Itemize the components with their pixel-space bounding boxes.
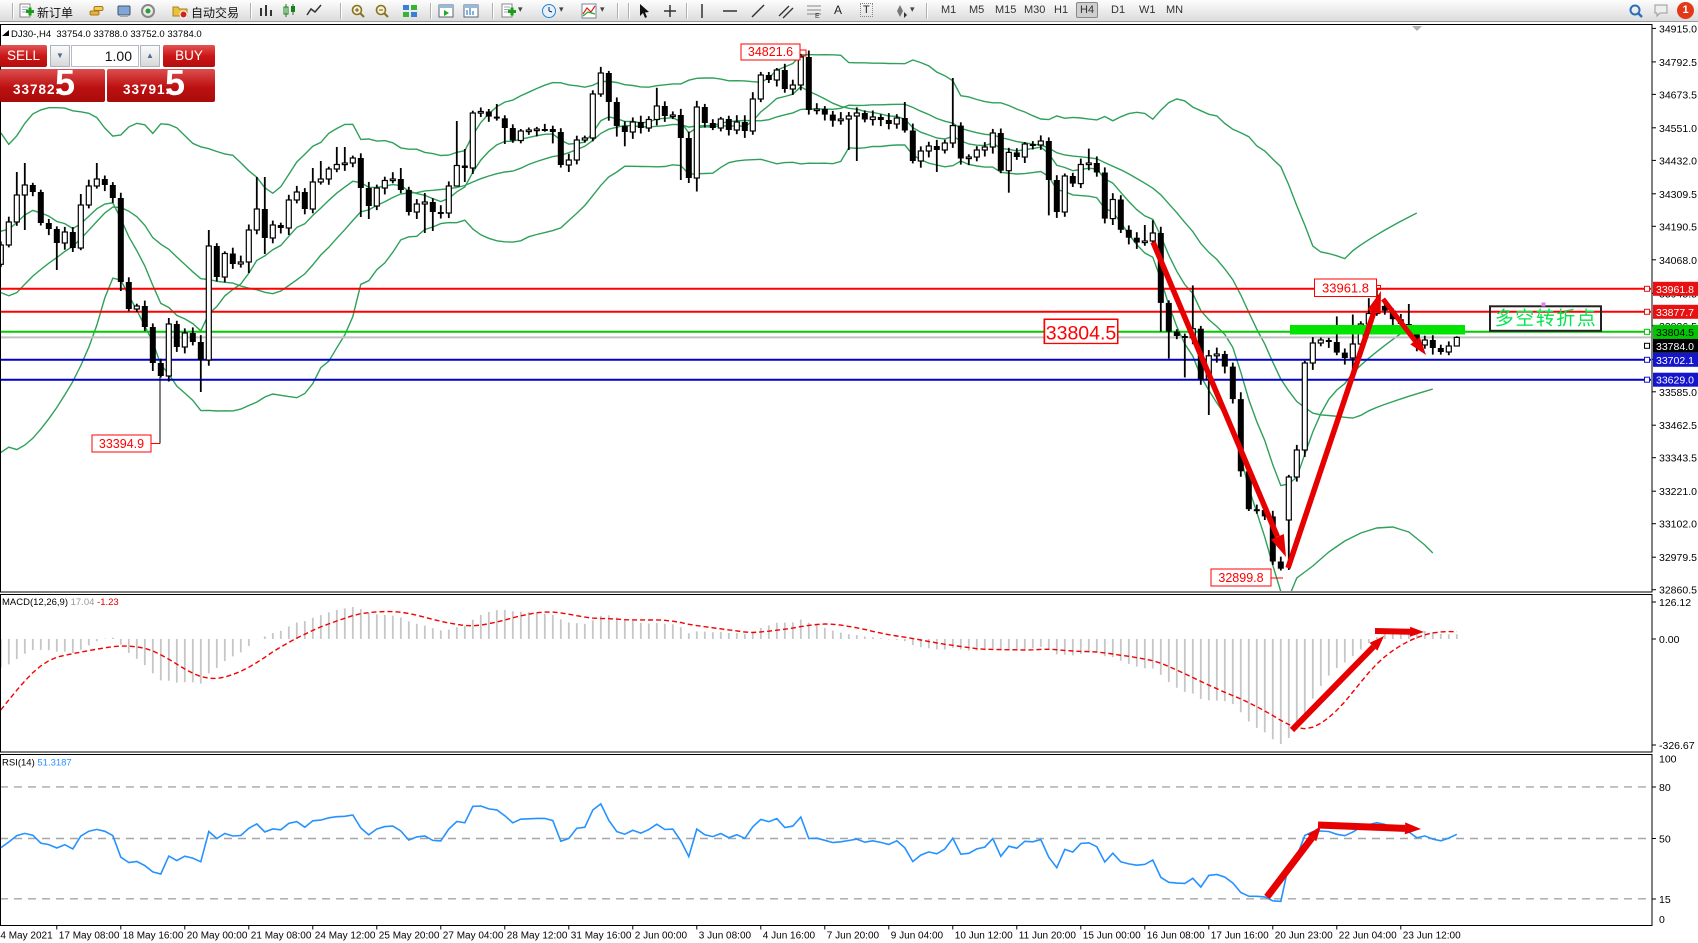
svg-text:7 Jun 20:00: 7 Jun 20:00 xyxy=(827,931,880,942)
svg-text:33961.8: 33961.8 xyxy=(1322,280,1369,295)
svg-text:33804.5: 33804.5 xyxy=(1046,322,1117,344)
svg-text:0: 0 xyxy=(1659,914,1665,926)
svg-text:100: 100 xyxy=(1659,754,1677,766)
svg-text:RSI(14) 51.3187: RSI(14) 51.3187 xyxy=(2,758,72,769)
svg-text:11 Jun 20:00: 11 Jun 20:00 xyxy=(1019,931,1077,942)
svg-text:34821.6: 34821.6 xyxy=(748,45,793,59)
svg-text:多空转折点: 多空转折点 xyxy=(1495,308,1598,330)
svg-text:33221.0: 33221.0 xyxy=(1659,486,1697,498)
svg-text:15 Jun 00:00: 15 Jun 00:00 xyxy=(1083,931,1141,942)
svg-text:0.00: 0.00 xyxy=(1659,634,1680,646)
svg-text:27 May 04:00: 27 May 04:00 xyxy=(443,931,504,942)
svg-text:34551.0: 34551.0 xyxy=(1659,123,1697,135)
svg-text:33343.5: 33343.5 xyxy=(1659,453,1697,465)
svg-text:33394.9: 33394.9 xyxy=(99,437,144,451)
svg-text:33585.0: 33585.0 xyxy=(1659,387,1697,399)
svg-text:21 May 08:00: 21 May 08:00 xyxy=(251,931,312,942)
svg-text:32899.8: 32899.8 xyxy=(1218,571,1263,585)
svg-text:15: 15 xyxy=(1659,894,1671,906)
svg-text:33102.0: 33102.0 xyxy=(1659,519,1697,531)
svg-text:32979.5: 32979.5 xyxy=(1659,552,1697,564)
svg-text:20 Jun 23:00: 20 Jun 23:00 xyxy=(1275,931,1333,942)
svg-text:34068.0: 34068.0 xyxy=(1659,255,1697,267)
svg-text:34309.5: 34309.5 xyxy=(1659,189,1697,201)
svg-text:MACD(12,26,9) 17.04 -1.23: MACD(12,26,9) 17.04 -1.23 xyxy=(2,597,119,608)
svg-text:34432.0: 34432.0 xyxy=(1659,155,1697,167)
svg-text:33804.5: 33804.5 xyxy=(1656,327,1694,339)
svg-text:33961.8: 33961.8 xyxy=(1656,284,1694,296)
svg-text:22 Jun 04:00: 22 Jun 04:00 xyxy=(1339,931,1397,942)
svg-text:28 May 12:00: 28 May 12:00 xyxy=(507,931,568,942)
svg-text:4 Jun 16:00: 4 Jun 16:00 xyxy=(763,931,816,942)
svg-text:34792.5: 34792.5 xyxy=(1659,57,1697,69)
svg-text:33702.1: 33702.1 xyxy=(1656,355,1694,367)
svg-text:24 May 12:00: 24 May 12:00 xyxy=(315,931,376,942)
svg-text:23 Jun 12:00: 23 Jun 12:00 xyxy=(1403,931,1461,942)
svg-text:14 May 2021: 14 May 2021 xyxy=(0,931,53,942)
svg-text:-326.67: -326.67 xyxy=(1659,740,1695,752)
svg-text:17 May 08:00: 17 May 08:00 xyxy=(59,931,120,942)
svg-text:31 May 16:00: 31 May 16:00 xyxy=(571,931,632,942)
svg-text:80: 80 xyxy=(1659,782,1671,794)
svg-text:34673.5: 34673.5 xyxy=(1659,89,1697,101)
svg-text:9 Jun 04:00: 9 Jun 04:00 xyxy=(891,931,944,942)
svg-text:50: 50 xyxy=(1659,834,1671,846)
svg-text:33462.5: 33462.5 xyxy=(1659,420,1697,432)
svg-text:126.12: 126.12 xyxy=(1659,597,1691,609)
svg-text:32860.5: 32860.5 xyxy=(1659,585,1697,597)
svg-text:3 Jun 08:00: 3 Jun 08:00 xyxy=(699,931,752,942)
svg-text:E: E xyxy=(815,13,820,19)
svg-text:10 Jun 12:00: 10 Jun 12:00 xyxy=(955,931,1013,942)
svg-text:34915.0: 34915.0 xyxy=(1659,23,1697,35)
svg-text:2 Jun 00:00: 2 Jun 00:00 xyxy=(635,931,688,942)
svg-text:20 May 00:00: 20 May 00:00 xyxy=(187,931,248,942)
svg-text:33877.7: 33877.7 xyxy=(1656,307,1694,319)
svg-text:25 May 20:00: 25 May 20:00 xyxy=(379,931,440,942)
svg-text:33784.0: 33784.0 xyxy=(1656,341,1694,353)
svg-text:DJ30-,H4 33754.0 33788.0 3375: DJ30-,H4 33754.0 33788.0 33752.0 33784.0 xyxy=(11,29,202,40)
svg-text:17 Jun 16:00: 17 Jun 16:00 xyxy=(1211,931,1269,942)
svg-text:34190.5: 34190.5 xyxy=(1659,221,1697,233)
svg-text:16 Jun 08:00: 16 Jun 08:00 xyxy=(1147,931,1205,942)
svg-text:18 May 16:00: 18 May 16:00 xyxy=(123,931,184,942)
svg-text:33629.0: 33629.0 xyxy=(1656,375,1694,387)
